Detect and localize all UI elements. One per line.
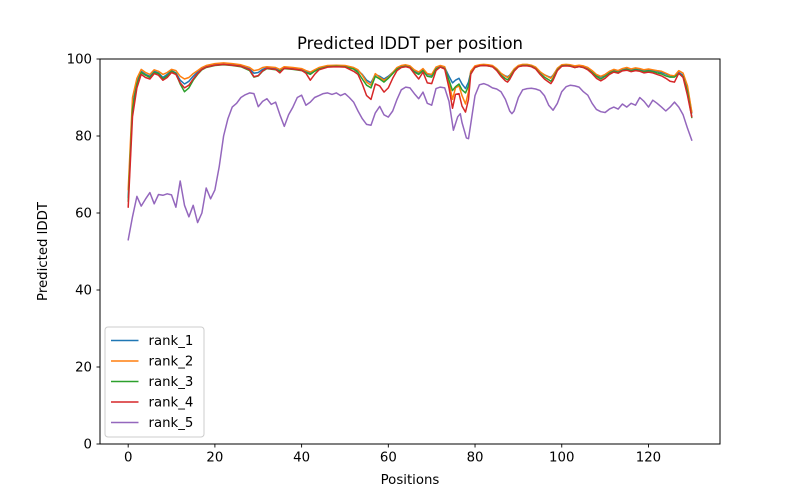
legend-label-rank_2: rank_2	[149, 355, 194, 370]
x-tick-label: 100	[549, 451, 574, 466]
series-line-rank_2	[127, 62, 693, 191]
series-line-rank_3	[127, 64, 693, 203]
series-line-rank_1	[127, 63, 693, 199]
legend-box	[104, 326, 205, 438]
series-line-rank_4	[127, 63, 693, 208]
y-tick-label: 0	[84, 438, 92, 453]
x-axis-label: Positions	[381, 473, 440, 488]
y-tick-label: 100	[67, 53, 92, 68]
y-axis-label: Predicted lDDT	[36, 201, 51, 301]
y-tick-label: 60	[75, 207, 92, 222]
plot-area: 0 20 40 60 80 100 120 0 20 40 60 80 100 rank_1 rank_2r…	[67, 53, 721, 466]
x-tick-label: 80	[467, 451, 484, 466]
legend-label-rank_4: rank_4	[149, 396, 194, 411]
y-tick-label: 20	[75, 361, 92, 376]
y-tick-label: 40	[75, 284, 92, 299]
x-tick-label: 40	[293, 451, 310, 466]
legend-label-rank_5: rank_5	[149, 416, 194, 431]
axes-spines	[99, 58, 721, 445]
series-line-rank_5	[127, 82, 693, 241]
x-tick-label: 60	[380, 451, 397, 466]
legend-label-rank_1: rank_1	[149, 334, 194, 349]
legend-label-rank_3: rank_3	[149, 375, 194, 390]
x-tick-label: 0	[124, 451, 132, 466]
y-tick-label: 80	[75, 130, 92, 145]
chart-title: Predicted lDDT per position	[297, 34, 523, 53]
x-tick-label: 120	[636, 451, 661, 466]
x-tick-label: 20	[206, 451, 223, 466]
